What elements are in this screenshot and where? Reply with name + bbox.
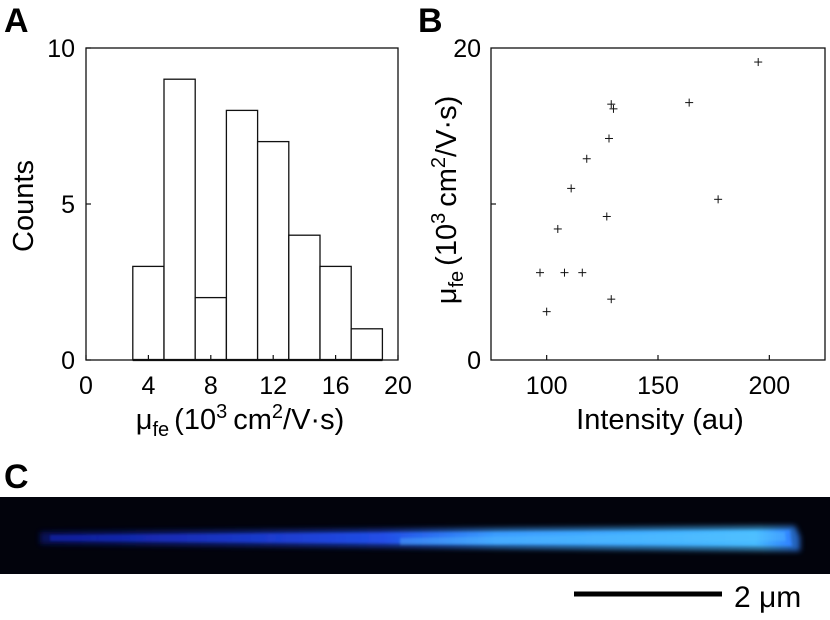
histogram-x-tick-label: 0	[79, 372, 93, 400]
scatter-point	[605, 134, 614, 143]
scatter-frame	[490, 47, 826, 361]
histogram-y-tick-label: 10	[47, 35, 75, 63]
scatter-points	[535, 58, 763, 316]
scatter-point	[607, 100, 616, 109]
histogram-ticks: 0 4 8 12 16 20 0 5 10	[47, 35, 412, 400]
scatter-x-axis-label: Intensity (au)	[576, 404, 744, 436]
scatter-point	[582, 154, 591, 163]
scatter-point	[553, 224, 562, 233]
histogram-y-tick-label: 0	[61, 347, 75, 375]
scatter-y-tick-label: 0	[467, 347, 481, 375]
scatter-x-tick-label: 100	[526, 372, 568, 400]
histogram-bar	[225, 109, 259, 361]
histogram-x-axis-label: μfe (103 cm2/V·s)	[136, 401, 344, 441]
scatter-x-tick-label: 150	[637, 372, 679, 400]
histogram-bar	[288, 234, 321, 361]
histogram-bar	[194, 296, 228, 361]
histogram-x-tick-label: 4	[141, 372, 155, 400]
histogram-x-tick-label: 20	[384, 372, 412, 400]
histogram-y-tick-label: 5	[61, 191, 75, 219]
scatter-chart: 100 150 200 0 20	[453, 35, 826, 400]
histogram-bar	[319, 265, 352, 361]
histogram-y-axis-label: Counts	[8, 160, 40, 252]
histogram-x-tick-label: 12	[259, 372, 287, 400]
histogram-bars	[132, 78, 384, 362]
scatter-point	[542, 307, 551, 316]
scatter-ticks: 100 150 200 0 20	[453, 35, 790, 400]
panel-a-letter: A	[4, 2, 29, 40]
scatter-point	[602, 212, 611, 221]
histogram-bar	[256, 140, 290, 361]
histogram-bar	[163, 78, 196, 361]
scatter-x-tick-label: 200	[748, 372, 790, 400]
scatter-point	[609, 104, 618, 113]
histogram-x-tick-label: 8	[204, 372, 218, 400]
scale-bar-label: 2 μm	[734, 581, 801, 614]
scatter-point	[685, 98, 694, 107]
histogram-bar	[132, 265, 165, 361]
scatter-point	[578, 268, 587, 277]
panel-b-letter: B	[418, 2, 443, 40]
histogram-chart: 0 4 8 12 16 20 0 5 10	[47, 35, 412, 400]
scatter-point	[714, 195, 723, 204]
scatter-point	[567, 184, 576, 193]
scatter-point	[754, 58, 763, 67]
scatter-point	[560, 268, 569, 277]
nanowire-fluorescence-image	[0, 497, 830, 574]
scatter-point	[607, 295, 616, 304]
scatter-point	[535, 268, 544, 277]
scatter-y-axis-label: μfe(103cm2/V·s)	[428, 96, 468, 304]
nanowire-bright-segment	[400, 532, 786, 545]
scatter-y-tick-label: 20	[453, 35, 481, 63]
panel-c-letter: C	[4, 458, 29, 496]
histogram-x-tick-label: 16	[322, 372, 350, 400]
histogram-bar	[350, 328, 384, 361]
